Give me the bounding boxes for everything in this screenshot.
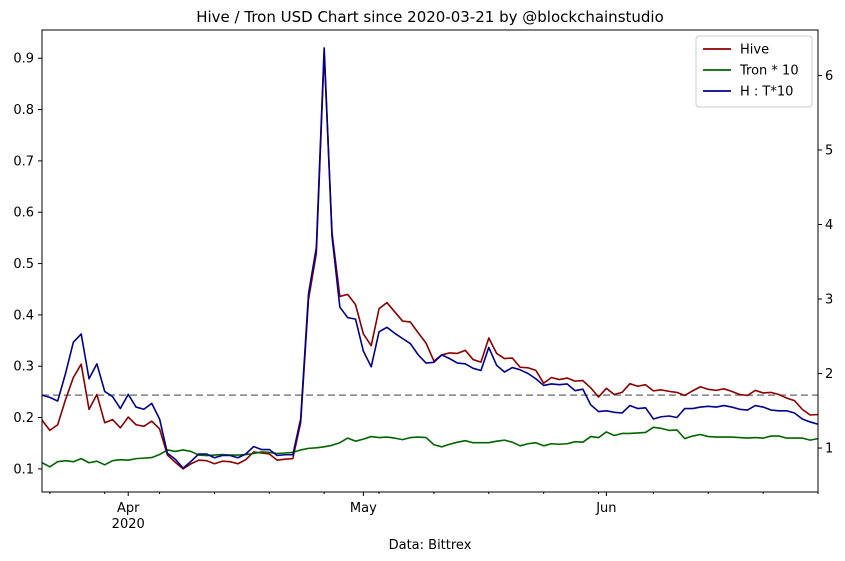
y-left-tick-label: 0.4: [13, 308, 34, 323]
chart-title: Hive / Tron USD Chart since 2020-03-21 b…: [196, 8, 664, 26]
series-line-3: [42, 47, 818, 469]
plot-content: [42, 47, 818, 470]
x-tick-label: Jun: [595, 501, 616, 516]
x-tick-label: May: [350, 501, 377, 516]
y-right-tick-label: 1: [825, 442, 833, 457]
x-tick-sublabel: 2020: [112, 517, 145, 532]
y-right-tick-label: 2: [825, 367, 833, 382]
y-left-tick-label: 0.2: [13, 411, 34, 426]
y-right-tick-label: 4: [825, 218, 833, 233]
legend-box: [695, 35, 813, 108]
y-right-tick-label: 5: [825, 143, 833, 158]
y-right-tick-label: 3: [825, 293, 833, 308]
legend-label-2: Tron * 10: [739, 64, 799, 79]
legend-label-1: Hive: [740, 43, 769, 58]
y-left-tick-label: 0.5: [13, 257, 34, 272]
x-tick-label: Apr: [117, 501, 140, 516]
legend: Hive Tron * 10 H : T*10: [695, 35, 813, 108]
plot-frame: [41, 29, 819, 493]
y-left-tick-label: 0.3: [13, 360, 34, 375]
x-axis-label: Data: Bittrex: [389, 538, 472, 553]
y-left-tick-label: 0.8: [13, 103, 34, 118]
y-left-tick-label: 0.7: [13, 154, 34, 169]
y-left-tick-label: 0.6: [13, 206, 34, 221]
y-left-tick-label: 0.1: [13, 462, 34, 477]
y-right-tick-label: 6: [825, 69, 833, 84]
legend-label-3: H : T*10: [740, 85, 793, 100]
y-left-tick-label: 0.9: [13, 52, 34, 67]
series-line-2: [42, 426, 818, 468]
axes: 0.1 0.2 0.3 0.4 0.5 0.6 0.7 0.8 0.9 1 2 3 4 5 6 Apr2020…: [13, 52, 833, 532]
